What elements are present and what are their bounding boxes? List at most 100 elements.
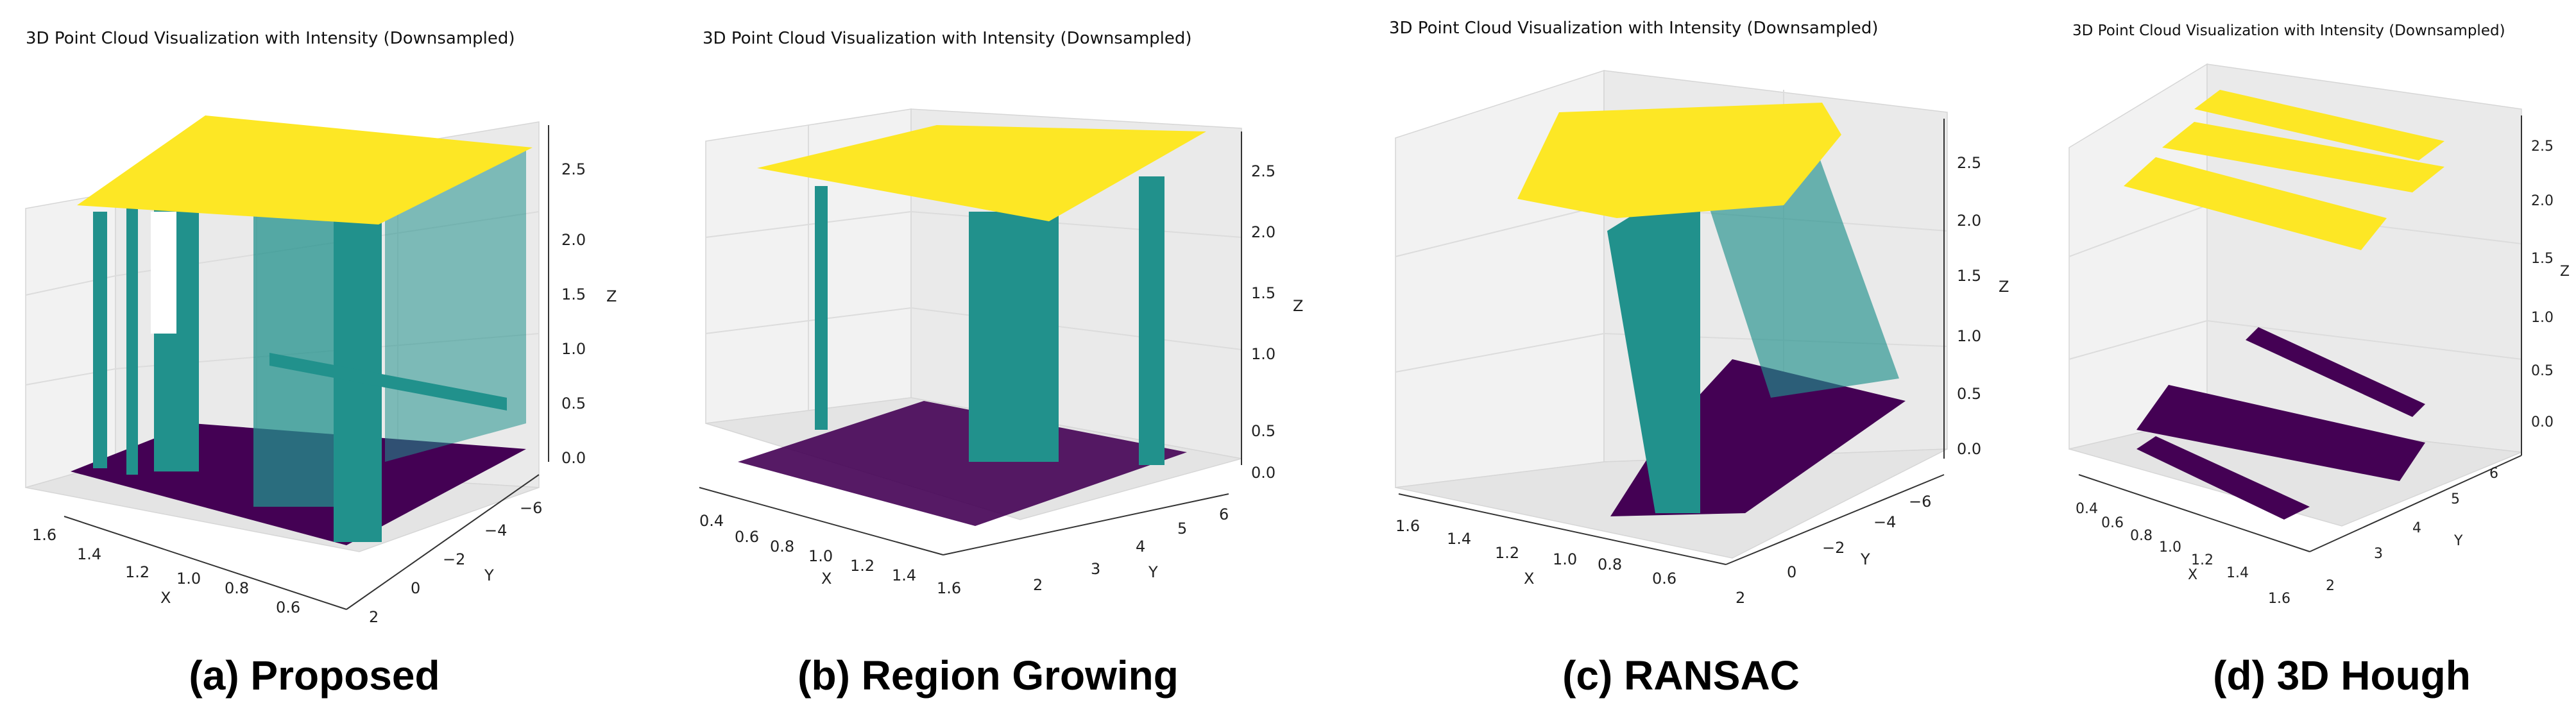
ceiling-points	[77, 115, 533, 225]
grid	[705, 125, 1242, 411]
y-axis-label: Y	[1860, 550, 1870, 568]
y-tick: 6	[1219, 505, 1229, 523]
panel-3d-hough: 3D Point Cloud Visualization with Intens…	[2068, 22, 2570, 699]
panel-caption: (d) 3D Hough	[2213, 652, 2471, 699]
z-tick: 1.0	[561, 340, 586, 358]
ceiling-points	[1517, 103, 1841, 218]
x-tick: 1.2	[850, 557, 874, 575]
y-tick: 4	[2412, 520, 2421, 536]
x-tick: 1.4	[892, 566, 916, 584]
y-tick-labels: 2 0 −2 −4 −6	[369, 499, 542, 626]
x-tick: 1.4	[1447, 530, 1471, 548]
z-tick: 0.5	[561, 394, 586, 412]
y-tick-labels: 2 3 4 5 6	[2326, 466, 2498, 594]
x-tick: 1.6	[2268, 591, 2290, 607]
wall-points	[815, 176, 1164, 465]
y-tick: −4	[484, 522, 507, 539]
z-tick: 0.0	[1251, 464, 1275, 482]
x-axis-label: X	[821, 570, 832, 588]
y-tick: −6	[1909, 493, 1931, 511]
x-tick: 1.2	[1495, 544, 1519, 562]
x-tick: 0.8	[2130, 528, 2153, 544]
x-tick: 1.4	[77, 545, 101, 563]
point-cloud	[738, 125, 1206, 526]
z-tick: 2.0	[1957, 212, 1981, 230]
y-tick: 5	[2451, 491, 2460, 507]
y-tick: −2	[1822, 539, 1845, 557]
plot-title: 3D Point Cloud Visualization with Intens…	[1389, 19, 1879, 38]
y-tick: −6	[520, 499, 542, 517]
panel-proposed: 3D Point Cloud Visualization with Intens…	[25, 29, 617, 699]
z-axis-label: Z	[1999, 278, 2009, 296]
x-tick: 1.2	[2191, 552, 2213, 568]
z-tick: 1.0	[1957, 327, 1981, 345]
y-axis-label: Y	[484, 566, 494, 584]
x-axis-label: X	[2188, 567, 2197, 583]
y-tick: 2	[1033, 576, 1043, 594]
x-tick-labels: 0.4 0.6 0.8 1.0 1.2 1.4 1.6	[2076, 501, 2290, 607]
x-tick: 0.6	[276, 598, 300, 616]
x-tick: 1.0	[1553, 550, 1577, 568]
x-tick: 1.0	[176, 570, 201, 588]
z-tick: 2.5	[561, 160, 586, 178]
z-tick: 0.0	[1957, 440, 1981, 458]
panel-caption: (a) Proposed	[189, 652, 439, 699]
x-tick: 1.0	[2159, 539, 2181, 556]
y-tick: 3	[1091, 560, 1100, 578]
z-tick: 2.0	[1251, 223, 1275, 241]
plot-title: 3D Point Cloud Visualization with Intens…	[703, 29, 1192, 48]
x-tick: 1.2	[125, 563, 149, 581]
x-tick-labels: 1.6 1.4 1.2 1.0 0.8 0.6	[1395, 517, 1676, 588]
plot-title: 3D Point Cloud Visualization with Intens…	[2072, 22, 2505, 39]
floor-points	[738, 401, 1187, 526]
x-tick: 0.8	[770, 538, 794, 556]
x-axis-label: X	[160, 589, 171, 607]
z-tick-labels: 0.0 0.5 1.0 1.5 2.0 2.5	[1957, 154, 1981, 458]
x-tick: 0.4	[2076, 501, 2098, 517]
y-axis	[1725, 474, 1945, 565]
z-tick: 1.5	[2531, 251, 2554, 267]
z-tick: 0.0	[561, 449, 586, 467]
z-tick-labels: 0.0 0.5 1.0 1.5 2.0 2.5	[561, 160, 586, 467]
z-tick: 0.0	[2531, 414, 2554, 430]
y-tick: −4	[1873, 513, 1896, 531]
x-axis	[699, 487, 944, 556]
x-tick: 0.6	[1652, 570, 1676, 588]
z-tick: 1.0	[2531, 310, 2554, 326]
y-tick-labels: 2 3 4 5 6	[1033, 505, 1229, 594]
x-tick: 0.8	[1598, 556, 1622, 573]
y-axis	[943, 493, 1229, 556]
y-tick: 4	[1136, 538, 1145, 556]
z-tick: 2.0	[561, 231, 586, 249]
y-tick: −2	[443, 550, 465, 568]
z-tick: 1.0	[1251, 345, 1275, 363]
z-axis-label: Z	[2560, 264, 2570, 280]
x-axis-label: X	[1524, 570, 1534, 588]
y-tick: 0	[411, 579, 420, 597]
y-axis-label: Y	[1148, 563, 1158, 581]
y-axis	[346, 474, 540, 610]
point-cloud	[2124, 90, 2444, 520]
y-tick: 3	[2374, 546, 2383, 562]
wall-points	[1607, 148, 1899, 513]
z-tick-labels: 0.0 0.5 1.0 1.5 2.0 2.5	[2531, 139, 2554, 430]
y-tick: 2	[1736, 589, 1745, 607]
wall-points	[93, 148, 526, 542]
z-tick: 0.5	[1957, 385, 1981, 403]
panel-region-growing: 3D Point Cloud Visualization with Intens…	[699, 29, 1303, 699]
z-axis-label: Z	[1293, 297, 1303, 315]
x-tick-labels: 1.6 1.4 1.2 1.0 0.8 0.6	[32, 526, 300, 616]
x-tick: 1.4	[2226, 565, 2249, 581]
y-tick: 0	[1787, 563, 1796, 581]
x-tick-labels: 0.4 0.6 0.8 1.0 1.2 1.4 1.6	[699, 512, 961, 597]
x-axis	[64, 516, 347, 610]
y-tick-labels: 2 0 −2 −4 −6	[1736, 493, 1931, 607]
z-tick: 1.5	[1251, 284, 1275, 302]
y-tick: 5	[1177, 520, 1187, 538]
y-axis-label: Y	[2453, 533, 2463, 549]
x-tick: 0.8	[225, 579, 249, 597]
y-tick: 6	[2489, 466, 2498, 482]
z-tick: 2.5	[1251, 162, 1275, 180]
x-tick: 0.6	[2101, 515, 2124, 531]
